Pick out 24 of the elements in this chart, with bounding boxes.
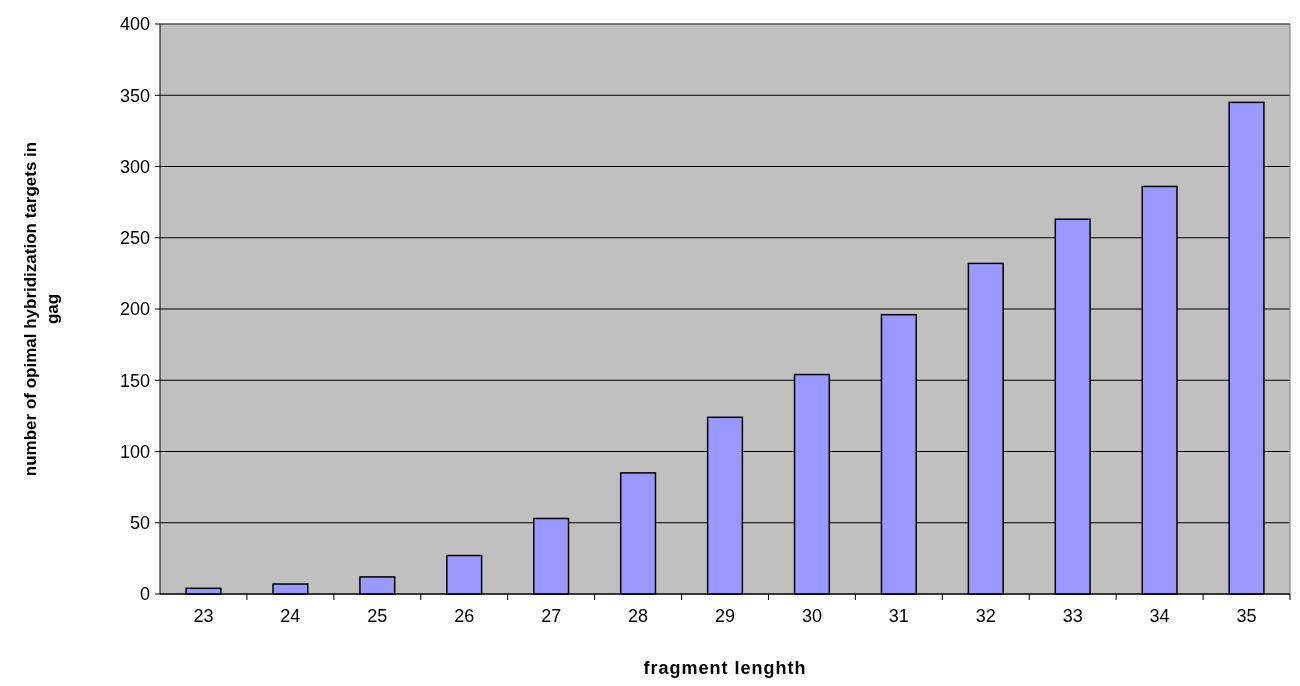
y-tick-label: 150 [119,370,150,391]
x-tick-label: 23 [193,606,214,626]
y-tick-label: 250 [119,228,150,249]
y-tick-label: 0 [139,584,150,605]
y-tick-label: 350 [119,85,150,106]
x-tick-label: 31 [888,606,909,626]
y-tick-label: 50 [129,513,150,534]
x-tick-label: 32 [975,606,996,626]
x-tick-label: 30 [801,606,822,626]
y-tick-label: 400 [119,14,150,35]
x-tick-label: 24 [280,606,301,626]
x-tick-label: 33 [1062,606,1083,626]
x-tick-label: 25 [367,606,388,626]
x-tick-label: 29 [714,606,736,626]
y-tick-label: 200 [119,299,150,320]
x-tick-label: 28 [628,606,649,626]
y-axis-title: number of opimal hybridization targets in gag [21,141,62,477]
x-tick-label: 34 [1149,606,1170,626]
y-tick-label: 300 [119,156,150,177]
x-axis-title: fragment lenghth [643,658,807,678]
x-tick-label: 35 [1236,606,1257,626]
x-tick-label: 27 [541,606,562,626]
y-tick-label: 100 [119,441,150,462]
x-tick-label: 26 [454,606,475,626]
